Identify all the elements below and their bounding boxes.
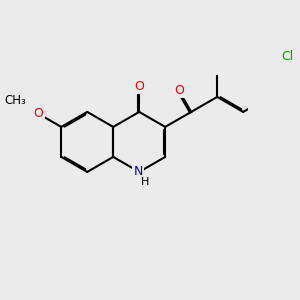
Text: O: O: [34, 107, 43, 120]
Text: CH₃: CH₃: [5, 94, 26, 107]
Text: O: O: [174, 84, 184, 97]
Text: Cl: Cl: [281, 50, 293, 63]
Text: O: O: [134, 80, 144, 93]
Text: H: H: [141, 177, 149, 187]
Text: N: N: [134, 165, 143, 178]
